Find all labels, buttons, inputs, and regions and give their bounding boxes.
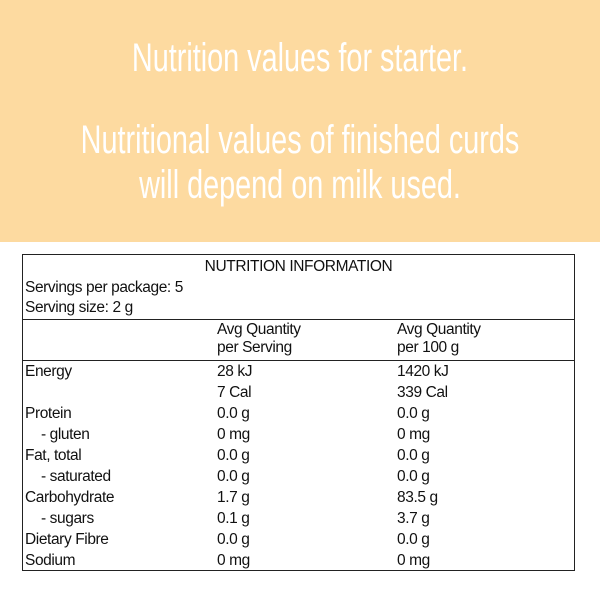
col-100g-header-2: per 100 g bbox=[397, 339, 459, 356]
row-per100: 83.5 g bbox=[397, 489, 438, 506]
row-per100: 0.0 g bbox=[397, 468, 430, 485]
row-label: - saturated bbox=[41, 468, 111, 485]
row-per100: 0 mg bbox=[397, 426, 430, 443]
table-title: NUTRITION INFORMATION bbox=[204, 258, 393, 275]
banner-line-2: Nutritional values of finished curds bbox=[80, 118, 520, 162]
info-banner: Nutrition values for starter. Nutritiona… bbox=[0, 0, 600, 242]
row-label: Protein bbox=[25, 405, 72, 422]
row-label: Carbohydrate bbox=[25, 489, 115, 506]
row-label: - gluten bbox=[41, 426, 90, 443]
banner-line-3: will depend on milk used. bbox=[139, 163, 461, 207]
row-label: - sugars bbox=[41, 510, 94, 527]
row-serving: 0.0 g bbox=[217, 468, 250, 485]
banner-line-1: Nutrition values for starter. bbox=[131, 36, 469, 80]
row-per100: 0.0 g bbox=[397, 447, 430, 464]
row-per100: 0.0 g bbox=[397, 531, 430, 548]
col-100g-header-1: Avg Quantity bbox=[397, 321, 481, 338]
row-label: Energy bbox=[25, 363, 72, 380]
row-serving: 7 Cal bbox=[217, 384, 252, 401]
row-label: Sodium bbox=[25, 552, 76, 569]
row-serving: 1.7 g bbox=[217, 489, 250, 506]
servings-per-package: Servings per package: 5 bbox=[25, 279, 183, 296]
row-per100: 339 Cal bbox=[397, 384, 448, 401]
col-serving-header-2: per Serving bbox=[217, 339, 292, 356]
row-per100: 0.0 g bbox=[397, 405, 430, 422]
divider bbox=[23, 360, 574, 361]
row-label: Dietary Fibre bbox=[25, 531, 109, 548]
row-label: Fat, total bbox=[25, 447, 82, 464]
row-per100: 1420 kJ bbox=[397, 363, 449, 380]
nutrition-table: NUTRITION INFORMATION Servings per packa… bbox=[22, 254, 575, 571]
row-serving: 0.0 g bbox=[217, 405, 250, 422]
row-serving: 0.1 g bbox=[217, 510, 250, 527]
row-serving: 0 mg bbox=[217, 552, 250, 569]
serving-size: Serving size: 2 g bbox=[25, 299, 133, 316]
row-serving: 0.0 g bbox=[217, 447, 250, 464]
col-serving-header-1: Avg Quantity bbox=[217, 321, 301, 338]
row-per100: 0 mg bbox=[397, 552, 430, 569]
row-serving: 0.0 g bbox=[217, 531, 250, 548]
row-per100: 3.7 g bbox=[397, 510, 430, 527]
row-serving: 0 mg bbox=[217, 426, 250, 443]
row-serving: 28 kJ bbox=[217, 363, 253, 380]
divider bbox=[23, 319, 574, 320]
